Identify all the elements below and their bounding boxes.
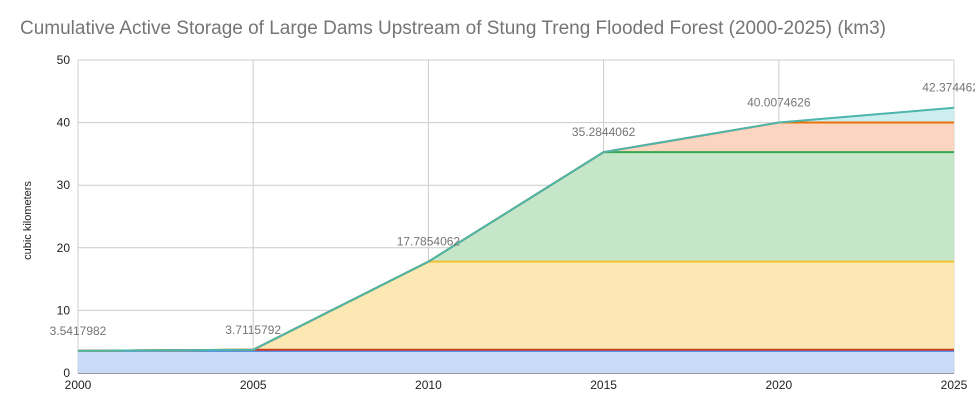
x-tick-label: 2025 <box>941 378 968 392</box>
y-axis-label: cubic kilometers <box>22 181 34 260</box>
y-tick-label: 20 <box>57 241 71 255</box>
chart-title: Cumulative Active Storage of Large Dams … <box>20 18 886 39</box>
data-label: 17.7854062 <box>397 235 461 249</box>
y-tick-label: 40 <box>57 116 71 130</box>
series-line-6 <box>77 106 955 352</box>
y-tick-label: 0 <box>63 366 70 380</box>
data-label: 42.3744626 <box>922 81 975 95</box>
area-band-1 <box>78 350 954 373</box>
x-tick-label: 2010 <box>415 378 442 392</box>
area-band-4 <box>78 152 954 351</box>
data-label: 35.2844062 <box>572 125 636 139</box>
data-label: 3.7115792 <box>225 323 281 337</box>
y-tick-label: 10 <box>57 303 71 317</box>
area-band-5 <box>78 122 954 351</box>
area-band-3 <box>78 261 954 351</box>
x-tick-label: 2000 <box>65 378 92 392</box>
data-label: 3.5417982 <box>50 324 107 338</box>
data-label: 40.0074626 <box>747 96 811 110</box>
x-tick-label: 2005 <box>240 378 267 392</box>
y-tick-label: 50 <box>57 53 71 67</box>
x-tick-label: 2020 <box>765 378 792 392</box>
x-tick-label: 2015 <box>590 378 617 392</box>
y-tick-label: 30 <box>57 178 71 192</box>
